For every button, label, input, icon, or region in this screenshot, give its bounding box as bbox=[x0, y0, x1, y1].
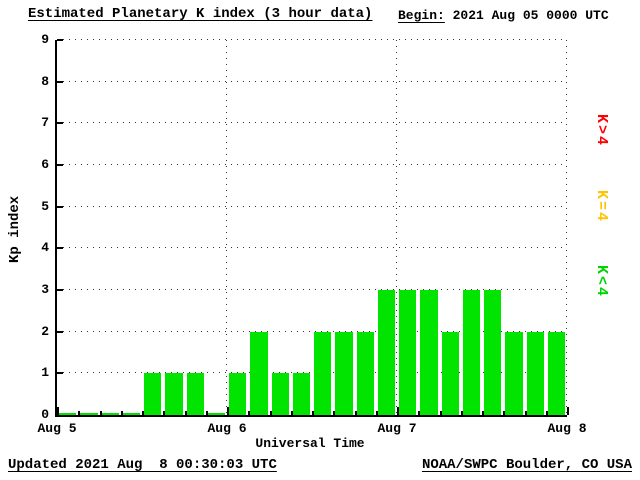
plot-area: 0 1 2 3 4 5 6 7 8 9 Aug 5 Aug 6 Aug 7 Aug 8 bbox=[37, 32, 586, 436]
y-tick-label: 8 bbox=[41, 73, 49, 89]
x-tick-mark bbox=[418, 411, 421, 415]
x-tick-label: Aug 7 bbox=[377, 421, 417, 436]
y-tick-label: 7 bbox=[41, 115, 49, 131]
y-axis-label: Kp index bbox=[7, 195, 23, 264]
x-tick-mark bbox=[120, 411, 123, 415]
x-tick-mark bbox=[567, 407, 569, 415]
y-tick-mark bbox=[57, 122, 63, 125]
y-tick-mark bbox=[57, 247, 63, 250]
y-tick-label: 2 bbox=[41, 323, 49, 339]
y-tick-mark bbox=[57, 289, 63, 291]
kp-bar bbox=[335, 331, 353, 415]
kp-bar bbox=[229, 373, 247, 415]
chart-title: Estimated Planetary K index (3 hour data… bbox=[28, 6, 373, 22]
begin-value: 2021 Aug 05 0000 UTC bbox=[444, 8, 609, 23]
kp-bar bbox=[207, 413, 225, 415]
y-gridline bbox=[57, 164, 567, 165]
x-tick-mark bbox=[482, 411, 484, 415]
legend-kp-eq4: K=4 bbox=[593, 190, 610, 224]
kp-bar bbox=[484, 290, 502, 415]
x-tick-mark bbox=[545, 411, 548, 415]
y-tick-mark bbox=[57, 80, 63, 83]
x-tick-mark bbox=[57, 407, 59, 415]
y-tick-label: 1 bbox=[41, 365, 49, 381]
kp-bar bbox=[441, 331, 459, 415]
y-tick-mark bbox=[57, 205, 63, 208]
x-tick-mark bbox=[78, 411, 81, 415]
kp-bar bbox=[271, 373, 289, 415]
y-gridline bbox=[57, 80, 567, 82]
x-gridline bbox=[566, 40, 567, 415]
source-attribution: NOAA/SWPC Boulder, CO USA bbox=[421, 457, 632, 473]
x-tick-mark bbox=[439, 411, 442, 415]
kp-bar bbox=[356, 331, 374, 415]
x-tick-mark bbox=[248, 411, 251, 415]
kp-bar bbox=[420, 290, 438, 415]
x-gridline bbox=[396, 40, 397, 415]
y-gridline bbox=[57, 247, 567, 249]
x-tick-mark bbox=[163, 411, 166, 415]
kp-bar bbox=[101, 413, 119, 415]
kp-bar bbox=[80, 413, 98, 415]
x-tick-label: Aug 5 bbox=[37, 421, 77, 436]
y-tick-label: 9 bbox=[41, 32, 49, 47]
kp-bar bbox=[292, 373, 310, 415]
y-gridline bbox=[57, 122, 567, 124]
kp-bar bbox=[462, 290, 480, 415]
updated-timestamp: Updated 2021 Aug 8 00:30:03 UTC bbox=[8, 457, 277, 473]
x-tick-mark bbox=[290, 411, 293, 415]
y-gridline bbox=[57, 39, 567, 40]
x-tick-label: Aug 8 bbox=[547, 421, 587, 436]
x-axis-label: Universal Time bbox=[255, 436, 365, 451]
begin-text: Begin: 2021 Aug 05 0000 UTC bbox=[398, 8, 609, 23]
kp-bar bbox=[314, 331, 332, 415]
x-tick-mark bbox=[333, 411, 336, 415]
x-tick-mark bbox=[460, 411, 463, 415]
x-tick-mark bbox=[524, 411, 527, 415]
x-tick-mark bbox=[99, 411, 102, 415]
kp-bar bbox=[547, 331, 565, 415]
y-gridline bbox=[57, 372, 567, 374]
y-tick-mark bbox=[57, 330, 63, 333]
kp-bar bbox=[186, 373, 204, 415]
x-tick-mark bbox=[312, 411, 314, 415]
kp-bar bbox=[505, 331, 523, 415]
x-tick-label: Aug 6 bbox=[207, 421, 247, 436]
x-tick-mark bbox=[503, 411, 506, 415]
x-gridline bbox=[226, 40, 227, 415]
y-gridline bbox=[57, 289, 567, 290]
x-tick-mark bbox=[269, 411, 272, 415]
y-tick-mark bbox=[57, 372, 63, 375]
legend-kp-gt4: K>4 bbox=[593, 114, 610, 148]
x-tick-mark bbox=[227, 407, 229, 415]
y-tick-mark bbox=[57, 39, 63, 41]
x-tick-mark bbox=[142, 411, 144, 415]
y-tick-mark bbox=[57, 164, 63, 166]
kp-bar bbox=[250, 331, 268, 415]
kp-bar bbox=[377, 290, 395, 415]
y-tick-label: 5 bbox=[41, 198, 49, 214]
y-tick-label: 0 bbox=[41, 407, 49, 422]
kp-bar bbox=[165, 373, 183, 415]
x-tick-mark bbox=[205, 411, 208, 415]
kp-bar bbox=[144, 373, 162, 415]
kp-bar bbox=[399, 290, 417, 415]
kp-bar bbox=[526, 331, 544, 415]
y-gridline bbox=[57, 205, 567, 207]
y-tick-label: 4 bbox=[41, 240, 49, 256]
kp-bar bbox=[59, 413, 77, 415]
y-tick-mark bbox=[57, 414, 63, 416]
legend-kp-lt4: K<4 bbox=[593, 265, 610, 299]
x-tick-mark bbox=[397, 407, 399, 415]
x-tick-mark bbox=[375, 411, 378, 415]
y-gridline bbox=[57, 330, 567, 332]
x-tick-mark bbox=[184, 411, 187, 415]
begin-label: Begin: bbox=[398, 8, 445, 23]
x-tick-mark bbox=[354, 411, 357, 415]
y-tick-label: 6 bbox=[41, 157, 49, 172]
kp-bar bbox=[122, 413, 140, 415]
y-tick-label: 3 bbox=[41, 282, 49, 297]
